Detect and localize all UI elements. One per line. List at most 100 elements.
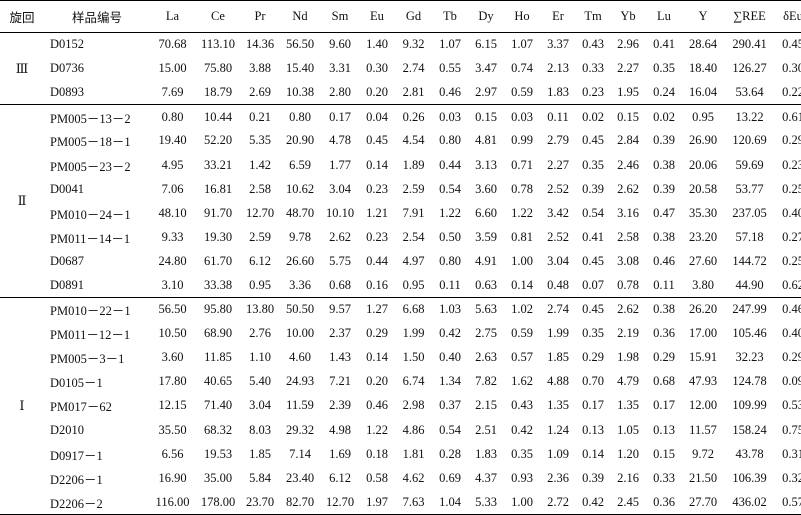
value-cell: 0.30: [366, 61, 388, 76]
value-cell: 0.80: [439, 133, 461, 148]
table-row: D0041 7.06 16.81 2.58 10.62 3.04 0.23 2.59 0.54 3…: [0, 177, 801, 201]
value-cell: 2.27: [617, 61, 639, 76]
value-cell: 1.04: [432, 490, 468, 515]
value-cell: 0.07: [582, 277, 604, 292]
cycle-group-label: Ⅲ: [15, 60, 29, 76]
value-cell: 0.59: [511, 326, 533, 341]
value-cell: 126.27: [732, 61, 767, 76]
value-cell: 14.36: [245, 37, 275, 52]
value-cell: 2.81: [402, 84, 425, 99]
sample-id-cell: D2206－2: [44, 490, 150, 515]
table-header-row: 旋回 样品编号 La Ce Pr Nd Sm Eu Gd Tb Dy Ho Er…: [0, 0, 801, 33]
sample-id-cell: D0917－1: [50, 448, 103, 463]
value-cell: 1.50: [402, 350, 425, 365]
value-cell: 290.41: [732, 37, 767, 52]
value-cell: 0.38: [646, 297, 682, 322]
value-cell: 0.37: [439, 398, 461, 413]
value-cell: 1.00: [511, 253, 533, 268]
header-delta-eu: δEu: [775, 0, 801, 33]
value-cell: 2.51: [475, 422, 497, 437]
sample-id-cell: PM017－62: [50, 400, 112, 415]
value-cell: 19.30: [203, 229, 233, 244]
value-cell: 0.16: [366, 277, 388, 292]
value-cell: 0.25: [782, 253, 801, 268]
value-cell: 16.90: [158, 470, 187, 485]
value-cell: 0.29: [582, 350, 604, 365]
value-cell: 2.15: [475, 398, 497, 413]
value-cell: 95.80: [195, 297, 241, 322]
value-cell: 10.50: [158, 326, 187, 341]
value-cell: 1.62: [511, 374, 533, 389]
table-row: D0891 3.10 33.38 0.95 3.36 0.68 0.16 0.95 0.11 0.…: [0, 273, 801, 297]
value-cell: 0.80: [150, 104, 195, 129]
header-er: Er: [540, 0, 576, 33]
value-cell: 1.09: [547, 446, 569, 461]
value-cell: 5.75: [329, 253, 351, 268]
value-cell: 6.12: [249, 253, 271, 268]
value-cell: 0.61: [775, 104, 801, 129]
value-cell: 0.13: [653, 422, 675, 437]
value-cell: 7.06: [161, 181, 184, 196]
table-row: PM010－24－1 48.10 91.70 12.70 48.70 10.10 1.21 7…: [0, 201, 801, 225]
sample-id-cell: PM011－14－1: [50, 231, 131, 246]
value-cell: 4.62: [402, 470, 425, 485]
value-cell: 61.70: [203, 253, 233, 268]
value-cell: 0.25: [782, 181, 801, 196]
value-cell: 2.45: [610, 490, 646, 515]
value-cell: 0.38: [653, 229, 675, 244]
value-cell: 3.13: [475, 157, 497, 172]
table-row: Ⅲ D0152 70.68 113.10 14.36 56.50 9.60 1.40 9.32 1…: [0, 33, 801, 75]
value-cell: 1.20: [617, 446, 639, 461]
value-cell: 9.78: [289, 229, 311, 244]
value-cell: 0.45: [782, 37, 801, 52]
value-cell: 2.79: [547, 133, 569, 148]
value-cell: 0.41: [582, 229, 604, 244]
sample-id-cell: D2010: [50, 422, 85, 437]
value-cell: 0.53: [782, 398, 801, 413]
value-cell: 1.77: [329, 157, 351, 172]
value-cell: 70.68: [158, 37, 187, 52]
value-cell: 1.22: [511, 205, 533, 220]
value-cell: 1.69: [329, 446, 351, 461]
sample-id-cell: D0687: [50, 253, 85, 268]
value-cell: 1.85: [547, 350, 569, 365]
value-cell: 3.04: [547, 253, 569, 268]
value-cell: 6.15: [475, 37, 497, 52]
value-cell: 2.58: [617, 229, 639, 244]
value-cell: 18.79: [203, 84, 233, 99]
value-cell: 0.93: [511, 470, 533, 485]
value-cell: 0.35: [582, 157, 604, 172]
value-cell: 23.40: [285, 470, 315, 485]
value-cell: 2.36: [547, 470, 569, 485]
value-cell: 0.75: [782, 422, 801, 437]
value-cell: 0.22: [782, 84, 801, 99]
value-cell: 33.38: [203, 277, 233, 292]
value-cell: 0.46: [439, 84, 461, 99]
value-cell: 3.59: [475, 229, 497, 244]
value-cell: 3.60: [161, 350, 184, 365]
value-cell: 120.69: [732, 133, 767, 148]
value-cell: 0.43: [582, 37, 604, 52]
value-cell: 0.55: [439, 61, 461, 76]
value-cell: 0.59: [511, 84, 533, 99]
value-cell: 68.32: [203, 422, 233, 437]
table-row: D2206－2 116.00 178.00 23.70 82.70 12.70 1.97 7.…: [0, 490, 801, 515]
value-cell: 1.07: [511, 37, 533, 52]
value-cell: 0.14: [582, 446, 604, 461]
value-cell: 0.43: [511, 398, 533, 413]
value-cell: 2.62: [617, 181, 639, 196]
cycle-group-label: Ⅰ: [0, 297, 44, 515]
value-cell: 16.81: [203, 181, 233, 196]
value-cell: 26.90: [688, 133, 718, 148]
value-cell: 0.15: [468, 104, 504, 129]
value-cell: 0.42: [576, 490, 610, 515]
header-y: Y: [682, 0, 724, 33]
value-cell: 24.80: [158, 253, 187, 268]
table-row: Ⅰ PM010－22－1 56.50 95.80 13.80 50.50 9.57 1.27 6…: [0, 297, 801, 515]
value-cell: 16.04: [688, 84, 718, 99]
value-cell: 29.32: [285, 422, 315, 437]
value-cell: 52.20: [203, 133, 233, 148]
value-cell: 12.00: [688, 398, 718, 413]
value-cell: 0.02: [576, 104, 610, 129]
value-cell: 2.63: [475, 350, 497, 365]
